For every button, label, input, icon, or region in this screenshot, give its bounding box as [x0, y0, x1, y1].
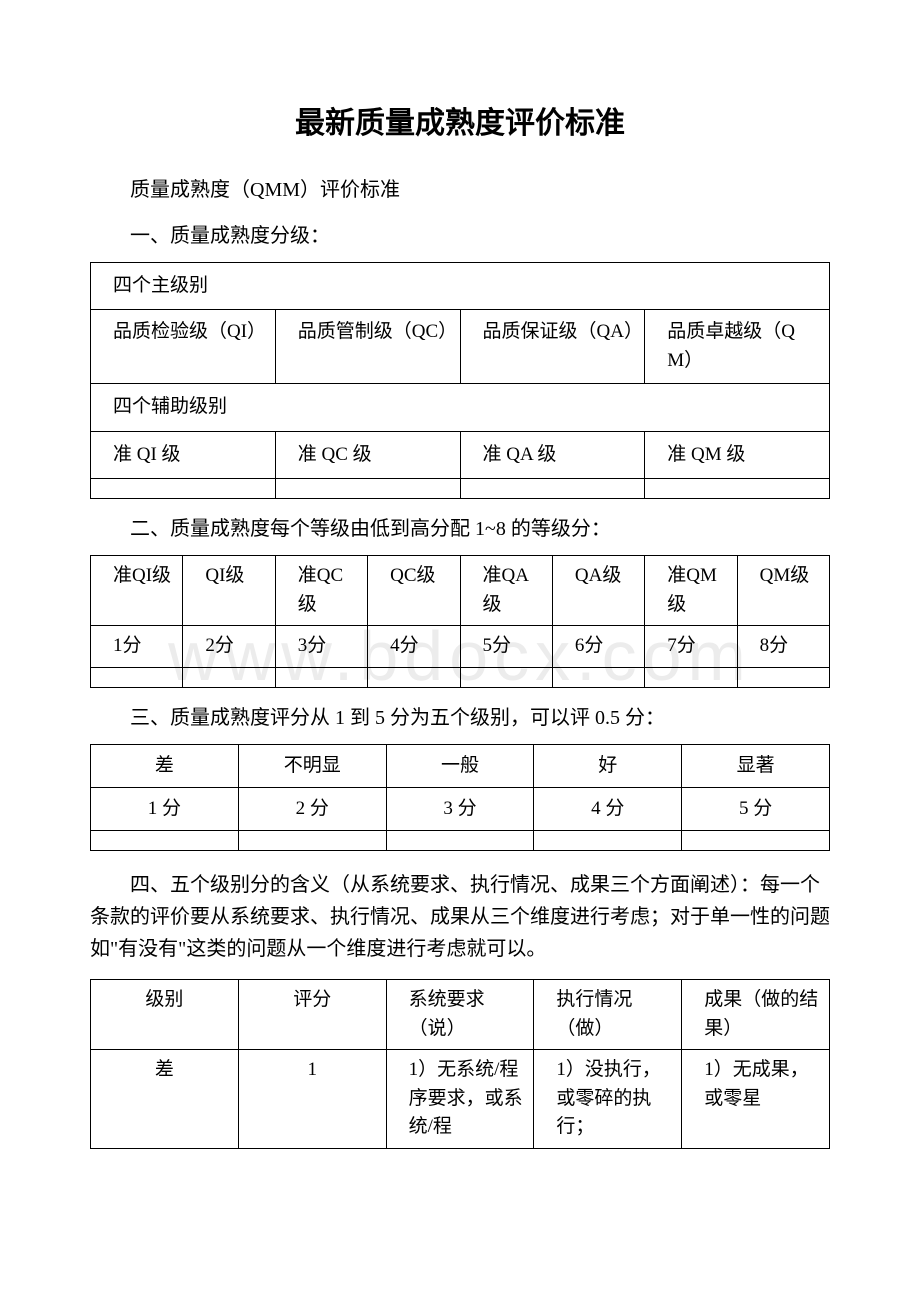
cell-r0: 差	[91, 744, 239, 787]
cell-h3: 执行情况（做）	[534, 980, 682, 1050]
table-row-empty	[91, 667, 830, 687]
cell-rs0: 1 分	[91, 788, 239, 831]
cell-rs2: 3 分	[386, 788, 534, 831]
table-row: 差 1 1）无系统/程序要求，或系统/程 1）没执行，或零碎的执行； 1）无成果…	[91, 1050, 830, 1149]
cell-s1: 2分	[183, 626, 275, 668]
page-title: 最新质量成熟度评价标准	[90, 100, 830, 148]
table-row-empty	[91, 479, 830, 499]
cell-r2: 一般	[386, 744, 534, 787]
cell-l5: QA级	[552, 556, 644, 626]
table-row: 准 QI 级 准 QC 级 准 QA 级 准 QM 级	[91, 431, 830, 478]
cell-r4: 显著	[682, 744, 830, 787]
section4-heading: 四、五个级别分的含义（从系统要求、执行情况、成果三个方面阐述）：每一个条款的评价…	[90, 869, 830, 965]
table-row: 准QI级 QI级 准QC级 QC级 准QA级 QA级 准QM级 QM级	[91, 556, 830, 626]
cell-c4: 1）无成果，或零星	[682, 1050, 830, 1149]
cell-r3: 好	[534, 744, 682, 787]
cell-l6: 准QM级	[645, 556, 737, 626]
cell-s6: 7分	[645, 626, 737, 668]
section1-heading: 一、质量成熟度分级：	[90, 220, 830, 252]
table-row: 四个主级别	[91, 263, 830, 310]
cell-l0: 准QI级	[91, 556, 183, 626]
cell-pre-qa: 准 QA 级	[460, 431, 645, 478]
section2-heading: 二、质量成熟度每个等级由低到高分配 1~8 的等级分：	[90, 513, 830, 545]
cell-l2: 准QC级	[275, 556, 367, 626]
cell-l7: QM级	[737, 556, 829, 626]
table-row: 1分 2分 3分 4分 5分 6分 7分 8分	[91, 626, 830, 668]
cell-c0: 差	[91, 1050, 239, 1149]
document-content: 最新质量成熟度评价标准 质量成熟度（QMM）评价标准 一、质量成熟度分级： 四个…	[90, 100, 830, 1149]
cell-c3: 1）没执行，或零碎的执行；	[534, 1050, 682, 1149]
cell-pre-qi: 准 QI 级	[91, 431, 276, 478]
table-row: 差 不明显 一般 好 显著	[91, 744, 830, 787]
cell-s3: 4分	[368, 626, 460, 668]
cell-s2: 3分	[275, 626, 367, 668]
subtitle: 质量成熟度（QMM）评价标准	[90, 174, 830, 206]
table-rating-levels: 差 不明显 一般 好 显著 1 分 2 分 3 分 4 分 5 分	[90, 744, 830, 852]
table-row: 四个辅助级别	[91, 384, 830, 431]
section3-heading: 三、质量成熟度评分从 1 到 5 分为五个级别，可以评 0.5 分：	[90, 702, 830, 734]
cell-l1: QI级	[183, 556, 275, 626]
cell-rs3: 4 分	[534, 788, 682, 831]
cell-qc: 品质管制级（QC）	[275, 310, 460, 384]
cell-c1: 1	[238, 1050, 386, 1149]
cell-rs1: 2 分	[238, 788, 386, 831]
cell-l4: 准QA级	[460, 556, 552, 626]
main-levels-label: 四个主级别	[91, 263, 830, 310]
cell-s4: 5分	[460, 626, 552, 668]
table-criteria: 级别 评分 系统要求（说） 执行情况（做） 成果（做的结果） 差 1 1）无系统…	[90, 979, 830, 1149]
cell-pre-qc: 准 QC 级	[275, 431, 460, 478]
cell-s0: 1分	[91, 626, 183, 668]
table-main-levels: 四个主级别 品质检验级（QI） 品质管制级（QC） 品质保证级（QA） 品质卓越…	[90, 262, 830, 499]
cell-rs4: 5 分	[682, 788, 830, 831]
table-level-scores: 准QI级 QI级 准QC级 QC级 准QA级 QA级 准QM级 QM级 1分 2…	[90, 555, 830, 688]
cell-h1: 评分	[238, 980, 386, 1050]
cell-qa: 品质保证级（QA）	[460, 310, 645, 384]
cell-l3: QC级	[368, 556, 460, 626]
cell-qi: 品质检验级（QI）	[91, 310, 276, 384]
cell-s7: 8分	[737, 626, 829, 668]
table-row: 1 分 2 分 3 分 4 分 5 分	[91, 788, 830, 831]
cell-h2: 系统要求（说）	[386, 980, 534, 1050]
table-row: 品质检验级（QI） 品质管制级（QC） 品质保证级（QA） 品质卓越级（QM）	[91, 310, 830, 384]
cell-s5: 6分	[552, 626, 644, 668]
table-row-empty	[91, 831, 830, 851]
cell-r1: 不明显	[238, 744, 386, 787]
aux-levels-label: 四个辅助级别	[91, 384, 830, 431]
table-row: 级别 评分 系统要求（说） 执行情况（做） 成果（做的结果）	[91, 980, 830, 1050]
cell-pre-qm: 准 QM 级	[645, 431, 830, 478]
cell-h0: 级别	[91, 980, 239, 1050]
cell-c2: 1）无系统/程序要求，或系统/程	[386, 1050, 534, 1149]
cell-qm: 品质卓越级（QM）	[645, 310, 830, 384]
cell-h4: 成果（做的结果）	[682, 980, 830, 1050]
